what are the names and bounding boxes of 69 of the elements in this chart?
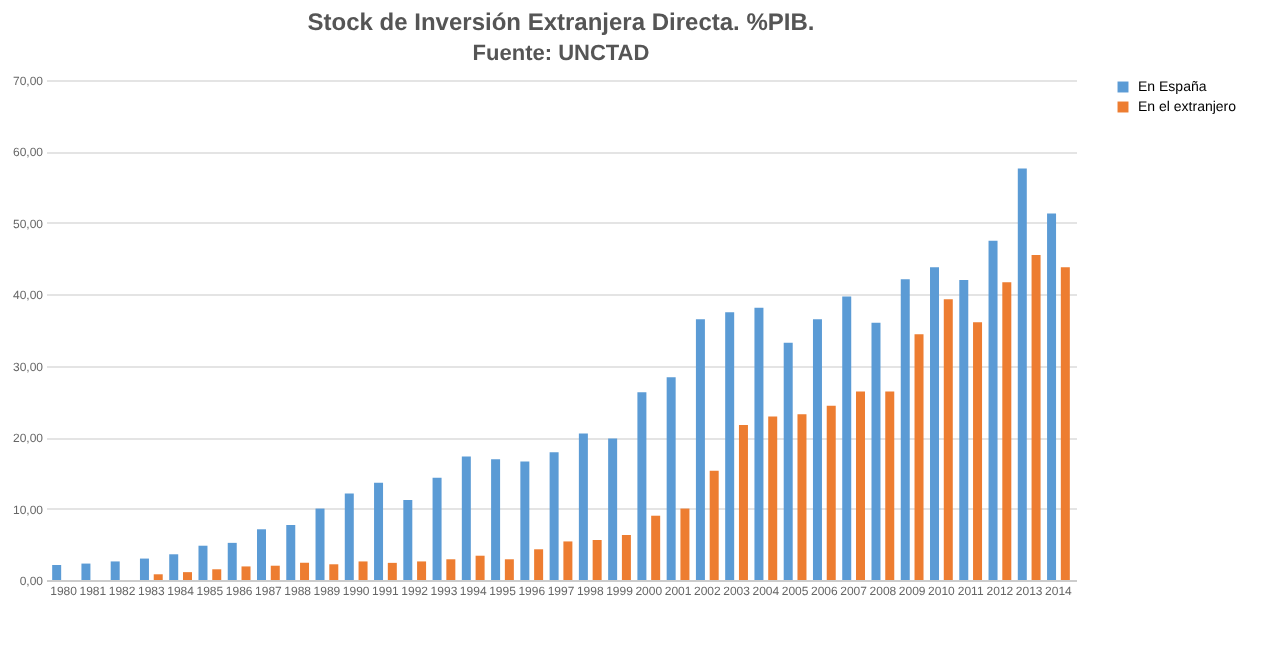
bar	[446, 559, 456, 580]
bar	[286, 525, 296, 580]
bar	[1017, 168, 1027, 580]
bar	[621, 535, 631, 580]
bar	[403, 500, 413, 580]
bar	[110, 561, 120, 580]
bar	[169, 554, 179, 580]
bar	[374, 482, 384, 580]
bar	[358, 561, 368, 580]
bar	[315, 508, 325, 580]
bar	[900, 279, 910, 580]
bar	[973, 322, 983, 580]
bar	[885, 391, 895, 580]
bar	[182, 572, 192, 580]
bar	[709, 470, 719, 580]
bar	[139, 558, 149, 580]
bar	[856, 391, 865, 580]
bar	[257, 529, 266, 580]
bar	[768, 416, 778, 580]
bar	[387, 562, 397, 580]
bar	[842, 296, 852, 580]
bar	[914, 334, 924, 580]
bar	[725, 312, 735, 580]
bar	[563, 541, 573, 580]
bar	[666, 377, 676, 580]
bar	[1031, 255, 1041, 580]
chart-title: Stock de Inversión Extranjera Directa. %PIB.	[307, 8, 815, 36]
bar	[592, 540, 602, 580]
bar	[608, 438, 618, 580]
bar	[461, 456, 471, 580]
bar	[812, 319, 822, 580]
bar	[504, 559, 514, 580]
bar	[754, 307, 764, 580]
bar	[637, 392, 647, 580]
bar	[198, 545, 208, 580]
bar	[1002, 282, 1012, 580]
bar	[695, 319, 705, 580]
bar	[475, 555, 485, 580]
bar	[534, 549, 544, 580]
bar	[212, 569, 222, 580]
bar	[826, 405, 836, 580]
bar	[930, 267, 940, 580]
bar	[227, 542, 237, 580]
bar	[52, 565, 62, 580]
bar	[270, 565, 280, 580]
bar	[81, 563, 91, 580]
bar	[241, 566, 251, 580]
bar	[1060, 267, 1070, 580]
chart-subtitle: Fuente: UNCTAD	[472, 42, 650, 66]
bar	[153, 574, 163, 580]
bar	[417, 561, 427, 580]
bar	[680, 508, 690, 580]
bar	[300, 562, 310, 580]
bar	[959, 280, 969, 580]
bar	[1047, 213, 1057, 580]
bar	[783, 342, 793, 580]
bar	[943, 299, 953, 580]
bar	[344, 493, 354, 580]
bar	[738, 425, 748, 580]
bar	[871, 322, 881, 580]
bar	[520, 461, 530, 580]
bar	[329, 564, 339, 580]
bar	[797, 414, 807, 580]
bar	[432, 477, 442, 580]
bar	[491, 459, 501, 580]
bar	[578, 433, 588, 580]
bar	[651, 515, 661, 580]
bar	[549, 452, 559, 580]
bar	[988, 240, 998, 580]
